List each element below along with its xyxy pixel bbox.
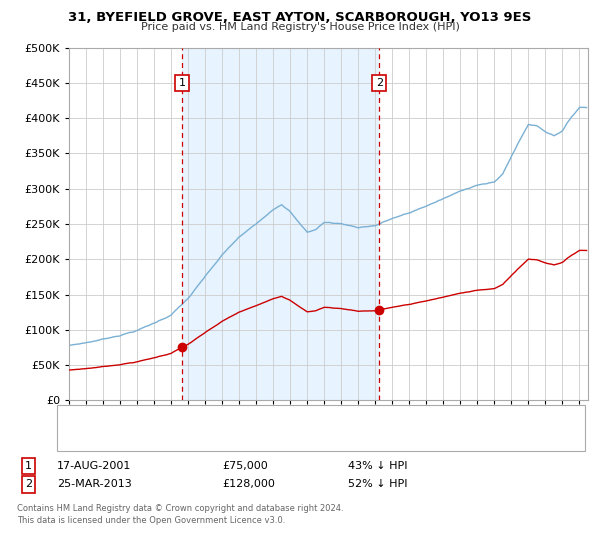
Text: HPI: Average price, detached house, North Yorkshire: HPI: Average price, detached house, Nort…: [93, 419, 349, 429]
Text: 25-MAR-2013: 25-MAR-2013: [57, 479, 132, 489]
Text: This data is licensed under the Open Government Licence v3.0.: This data is licensed under the Open Gov…: [17, 516, 285, 525]
Text: Price paid vs. HM Land Registry's House Price Index (HPI): Price paid vs. HM Land Registry's House …: [140, 22, 460, 32]
Text: ————: ————: [63, 417, 113, 431]
Text: 43% ↓ HPI: 43% ↓ HPI: [348, 461, 407, 471]
Text: 1: 1: [25, 461, 32, 471]
Text: 1: 1: [178, 78, 185, 88]
Text: 52% ↓ HPI: 52% ↓ HPI: [348, 479, 407, 489]
Text: 2: 2: [376, 78, 383, 88]
Text: £75,000: £75,000: [222, 461, 268, 471]
Text: ————: ————: [63, 404, 113, 417]
Text: 31, BYEFIELD GROVE, EAST AYTON, SCARBOROUGH, YO13 9ES: 31, BYEFIELD GROVE, EAST AYTON, SCARBORO…: [68, 11, 532, 24]
Text: 2: 2: [25, 479, 32, 489]
Text: Contains HM Land Registry data © Crown copyright and database right 2024.: Contains HM Land Registry data © Crown c…: [17, 504, 343, 513]
Bar: [182, 48, 379, 400]
Text: 17-AUG-2001: 17-AUG-2001: [57, 461, 131, 471]
Text: £128,000: £128,000: [222, 479, 275, 489]
Text: 31, BYEFIELD GROVE, EAST AYTON, SCARBOROUGH, YO13 9ES (detached house): 31, BYEFIELD GROVE, EAST AYTON, SCARBORO…: [93, 405, 487, 416]
